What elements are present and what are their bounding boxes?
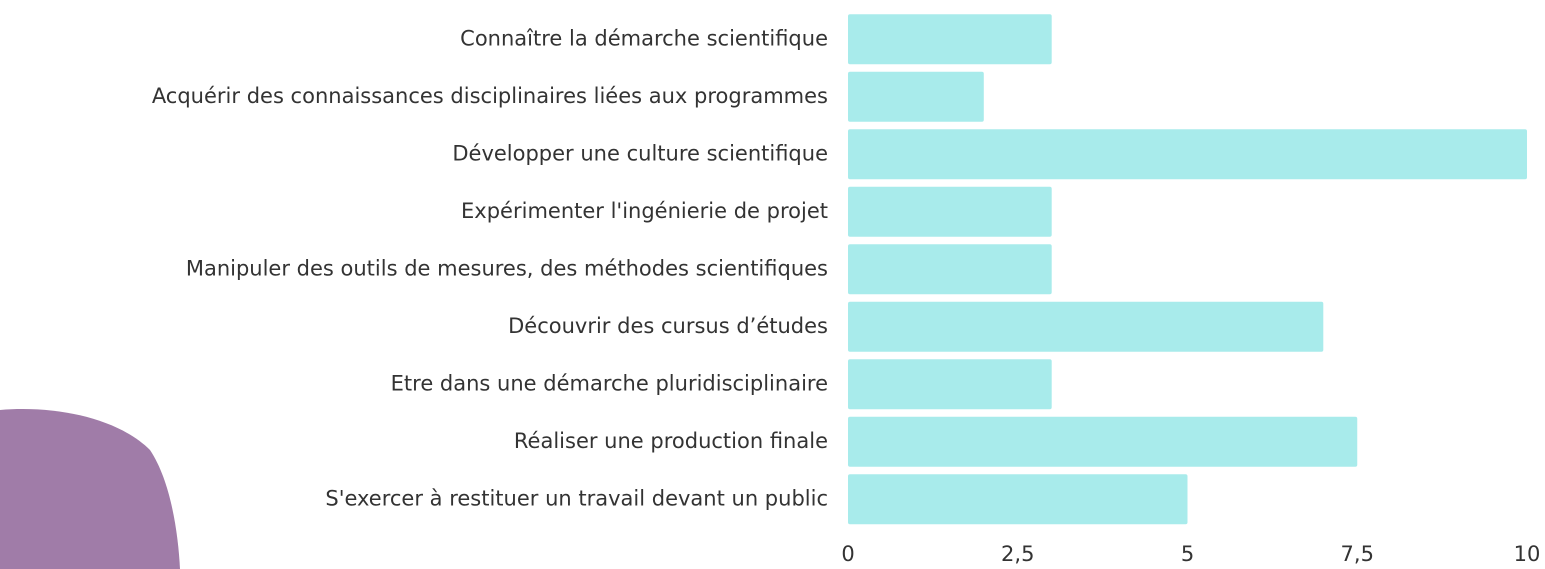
decorative-blob xyxy=(0,409,180,569)
x-tick-label: 10 xyxy=(1514,542,1541,566)
x-tick-label: 5 xyxy=(1181,542,1194,566)
bar xyxy=(848,301,1324,352)
y-tick-label: Développer une culture scientifique xyxy=(452,141,828,165)
x-tick-label: 2,5 xyxy=(1001,542,1034,566)
y-tick-label: Expérimenter l'ingénierie de projet xyxy=(461,199,828,223)
bar xyxy=(848,71,984,122)
y-tick-label: Acquérir des connaissances disciplinaire… xyxy=(152,84,828,108)
bar xyxy=(848,186,1052,237)
y-tick-label: Réaliser une production finale xyxy=(514,429,828,453)
y-tick-label: Etre dans une démarche pluridisciplinair… xyxy=(391,371,828,395)
bar xyxy=(848,244,1052,295)
bar xyxy=(848,416,1358,467)
y-tick-label: S'exercer à restituer un travail devant … xyxy=(325,486,828,510)
x-tick-label: 7,5 xyxy=(1341,542,1374,566)
y-tick-label: Connaître la démarche scientifique xyxy=(460,26,828,50)
bar xyxy=(848,359,1052,410)
bar xyxy=(848,14,1052,65)
y-tick-label: Manipuler des outils de mesures, des mét… xyxy=(186,256,828,280)
y-tick-label: Découvrir des cursus d’études xyxy=(508,314,828,338)
x-tick-label: 0 xyxy=(841,542,854,566)
bar xyxy=(848,129,1527,180)
bar xyxy=(848,474,1188,525)
